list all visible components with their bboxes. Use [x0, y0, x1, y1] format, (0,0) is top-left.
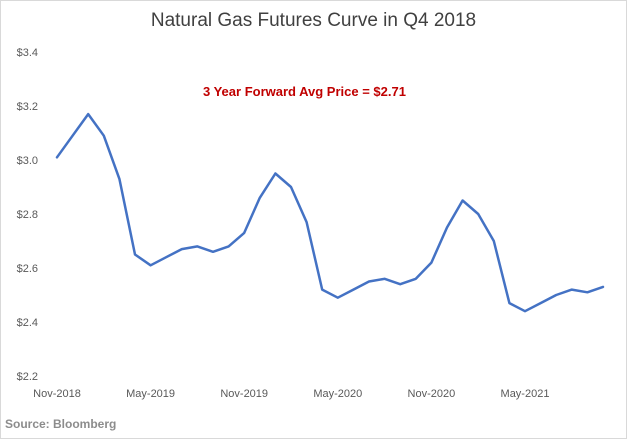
x-tick-label: May-2019 — [126, 388, 175, 400]
y-tick-label: $2.6 — [17, 263, 38, 275]
x-tick-label: May-2021 — [501, 388, 550, 400]
x-tick-label: May-2020 — [313, 388, 362, 400]
y-tick-label: $3.2 — [17, 101, 38, 113]
y-tick-label: $3.0 — [17, 155, 38, 167]
y-tick-label: $2.2 — [17, 371, 38, 383]
x-tick-label: Nov-2019 — [220, 388, 268, 400]
y-tick-label: $2.8 — [17, 209, 38, 221]
y-tick-label: $3.4 — [17, 47, 38, 59]
y-axis: $2.2 $2.4 $2.6 $2.8 $3.0 $3.2 $3.4 — [17, 47, 38, 383]
x-axis: Nov-2018 May-2019 Nov-2019 May-2020 Nov-2020… — [33, 388, 549, 400]
y-tick-label: $2.4 — [17, 317, 38, 329]
x-tick-label: Nov-2018 — [33, 388, 81, 400]
series-line — [55, 112, 605, 313]
chart-title: Natural Gas Futures Curve in Q4 2018 — [150, 10, 477, 31]
series-group — [55, 112, 605, 313]
x-tick-label: Nov-2020 — [408, 388, 456, 400]
avg-price-annotation: 3 Year Forward Avg Price = $2.71 — [203, 84, 406, 99]
source-note: Source: Bloomberg — [5, 417, 117, 431]
